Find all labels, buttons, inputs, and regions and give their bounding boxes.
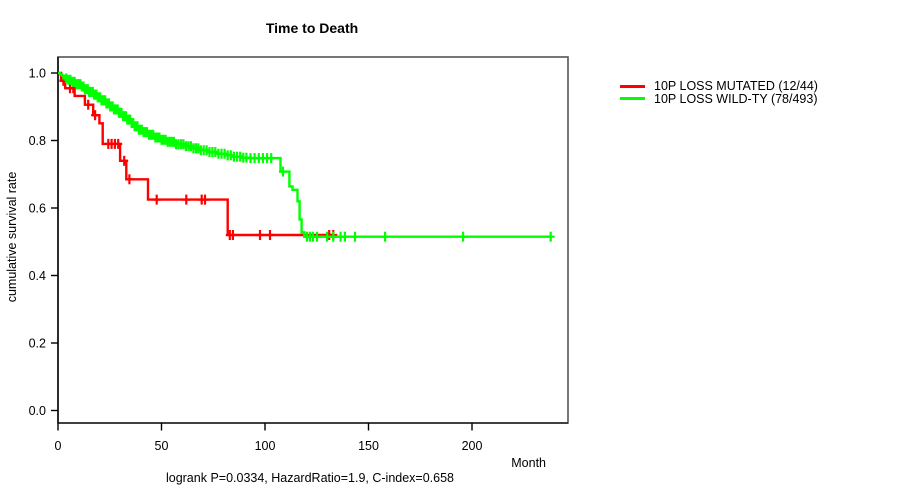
series-wildtype	[58, 71, 555, 242]
plot-title: Time to Death	[266, 20, 358, 36]
legend-line-green-icon	[620, 97, 645, 101]
series-mutated	[58, 71, 338, 240]
legend-label-mutated: 10P LOSS MUTATED (12/44)	[654, 79, 818, 93]
legend: 10P LOSS MUTATED (12/44) 10P LOSS WILD-T…	[620, 80, 818, 105]
x-tick-label: 50	[155, 439, 169, 453]
y-tick-label: 1.0	[29, 67, 46, 81]
y-tick-label: 0.8	[29, 134, 46, 148]
chart-layers: 0.0 0.2 0.4 0.6 0.8 1.0 0 50 100 150 200	[29, 56, 569, 453]
legend-item-wildtype: 10P LOSS WILD-TY (78/493)	[620, 91, 818, 106]
y-tick-label: 0.6	[29, 202, 46, 216]
legend-line-red-icon	[620, 84, 645, 88]
legend-label-wildtype: 10P LOSS WILD-TY (78/493)	[654, 91, 818, 106]
x-tick-label: 150	[358, 439, 379, 453]
x-axis-title: Month	[511, 456, 546, 470]
x-tick-label: 100	[255, 439, 276, 453]
y-tick-label: 0.0	[29, 404, 46, 418]
y-tick-label: 0.4	[29, 269, 46, 283]
axes: 0.0 0.2 0.4 0.6 0.8 1.0 0 50 100 150 200	[29, 56, 569, 453]
survival-curve	[58, 71, 551, 238]
y-axis-title: cumulative survival rate	[5, 172, 19, 303]
stats-annotation: logrank P=0.0334, HazardRatio=1.9, C-ind…	[166, 471, 454, 485]
x-tick-label: 200	[462, 439, 483, 453]
legend-item-mutated: 10P LOSS MUTATED (12/44)	[620, 80, 818, 93]
survival-curve	[58, 71, 335, 237]
x-tick-label: 0	[55, 439, 62, 453]
y-tick-label: 0.2	[29, 337, 46, 351]
